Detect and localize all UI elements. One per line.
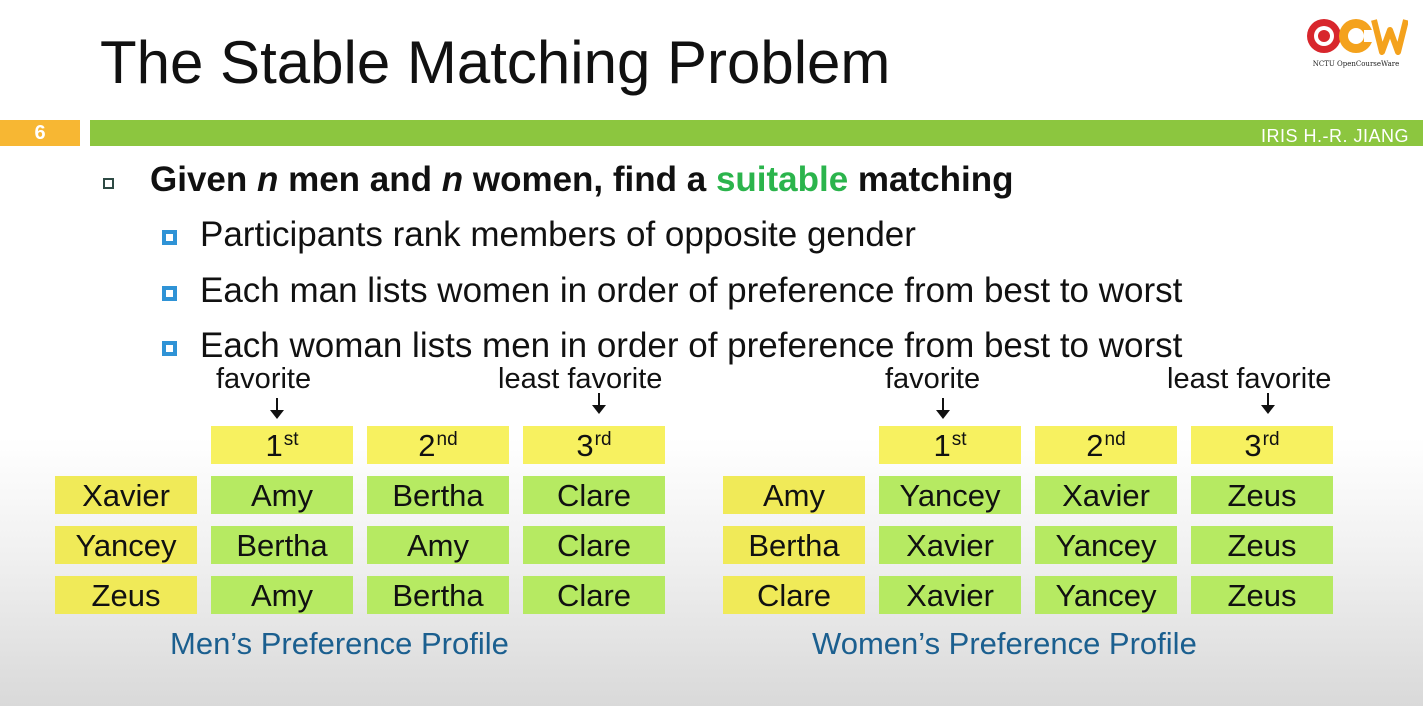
row-name: Zeus [55,576,197,614]
favorite-label: favorite [885,363,981,395]
ocw-logo-mark [1307,19,1408,55]
pref-cell: Yancey [1035,576,1177,614]
pref-cell: Amy [211,576,353,614]
pref-cell: Yancey [1035,526,1177,564]
women-table-caption: Women’s Preference Profile [812,626,1197,661]
pref-cell: Amy [367,526,509,564]
pref-cell: Zeus [1191,476,1333,514]
logo-caption: NCTU OpenCourseWare [1312,60,1400,68]
rank-header: 2nd [367,426,509,464]
rank-header: 3rd [523,426,665,464]
rank-header: 1st [879,426,1021,464]
row-name: Yancey [55,526,197,564]
rank-header: 2nd [1035,426,1177,464]
rank-header: 3rd [1191,426,1333,464]
ocw-logo: NCTU OpenCourseWare [1304,14,1408,76]
main-bullet-text: Given n men and n women, find a suitable… [150,160,1014,199]
slide-title: The Stable Matching Problem [100,29,891,96]
pref-cell: Bertha [367,476,509,514]
pref-cell: Clare [523,476,665,514]
down-arrow-icon [1261,393,1275,414]
author-name: IRIS H.-R. JIANG [1260,126,1409,146]
down-arrow-icon [270,398,284,419]
row-name: Amy [723,476,865,514]
sub-bullet-icon [162,341,177,356]
sub-bullet-icon [162,286,177,301]
pref-cell: Xavier [879,576,1021,614]
pref-cell: Zeus [1191,526,1333,564]
pref-cell: Clare [523,576,665,614]
down-arrow-icon [936,398,950,419]
pref-cell: Clare [523,526,665,564]
least-favorite-label: least favorite [1167,363,1332,395]
rank-header: 1st [211,426,353,464]
pref-cell: Bertha [211,526,353,564]
favorite-label: favorite [216,363,312,395]
sub-bullet-text: Each man lists women in order of prefere… [200,271,1183,310]
pref-cell: Xavier [1035,476,1177,514]
pref-cell: Xavier [879,526,1021,564]
pref-cell: Zeus [1191,576,1333,614]
square-bullet-icon [103,178,114,189]
pref-cell: Yancey [879,476,1021,514]
sub-bullet-text: Each woman lists men in order of prefere… [200,326,1183,365]
slide-number: 6 [0,120,80,146]
header-bar [90,120,1423,146]
sub-bullet-icon [162,230,177,245]
row-name: Xavier [55,476,197,514]
pref-cell: Bertha [367,576,509,614]
highlight-word: suitable [715,160,849,199]
sub-bullet-text: Participants rank members of opposite ge… [200,215,916,254]
down-arrow-icon [592,393,606,414]
row-name: Clare [723,576,865,614]
men-table-caption: Men’s Preference Profile [170,626,509,661]
least-favorite-label: least favorite [498,363,663,395]
pref-cell: Amy [211,476,353,514]
row-name: Bertha [723,526,865,564]
